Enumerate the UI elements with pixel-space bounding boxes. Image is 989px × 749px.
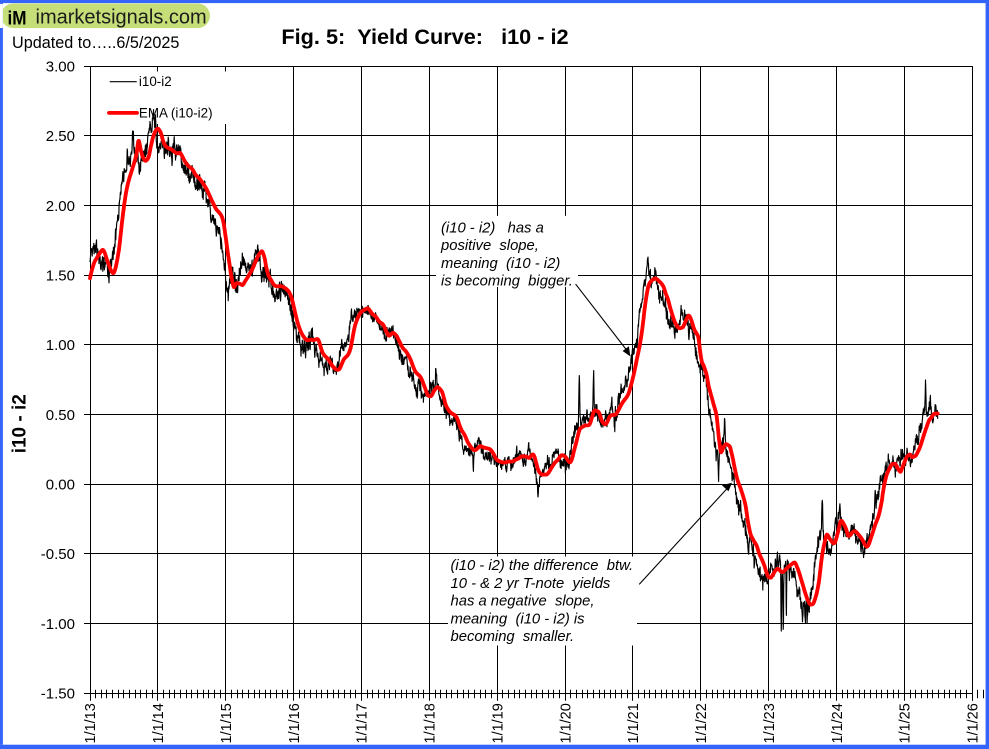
- svg-text:1/1/26: 1/1/26: [966, 703, 982, 743]
- svg-text:imarketsignals.com: imarketsignals.com: [36, 7, 207, 29]
- svg-text:1.50: 1.50: [46, 268, 75, 285]
- svg-text:1.00: 1.00: [46, 337, 75, 354]
- svg-text:-1.50: -1.50: [41, 686, 75, 703]
- svg-text:0.00: 0.00: [46, 477, 75, 494]
- svg-text:10 - & 2 yr T-note yields: 10 - & 2 yr T-note yields: [451, 576, 611, 592]
- svg-text:1/1/20: 1/1/20: [558, 703, 574, 743]
- svg-text:meaning (i10 - i2) is: meaning (i10 - i2) is: [451, 611, 586, 627]
- svg-text:1/1/24: 1/1/24: [830, 703, 846, 743]
- svg-text:-1.00: -1.00: [41, 616, 75, 633]
- svg-text:is becoming bigger.: is becoming bigger.: [441, 273, 573, 289]
- svg-text:meaning (i10 - i2): meaning (i10 - i2): [441, 256, 560, 272]
- svg-text:positive slope,: positive slope,: [440, 238, 539, 254]
- svg-text:1/1/21: 1/1/21: [626, 703, 642, 743]
- svg-text:1/1/13: 1/1/13: [83, 703, 99, 743]
- svg-text:(i10 - i2) has a: (i10 - i2) has a: [441, 221, 544, 237]
- svg-text:-0.50: -0.50: [41, 546, 75, 563]
- svg-text:1/1/14: 1/1/14: [151, 703, 167, 743]
- svg-text:(i10 - i2) the difference btw: (i10 - i2) the difference btw.: [451, 558, 634, 574]
- svg-text:2.00: 2.00: [46, 198, 75, 215]
- svg-text:2.50: 2.50: [46, 128, 75, 145]
- svg-text:1/1/15: 1/1/15: [219, 703, 235, 743]
- svg-text:1/1/19: 1/1/19: [490, 703, 506, 743]
- svg-text:iM: iM: [8, 7, 27, 29]
- svg-text:1/1/18: 1/1/18: [423, 703, 439, 743]
- svg-text:Fig. 5: Yield Curve: i10 -: Fig. 5: Yield Curve: i10 - i2: [281, 24, 568, 49]
- svg-text:i10 - i2: i10 - i2: [10, 394, 31, 453]
- svg-text:3.00: 3.00: [46, 59, 75, 76]
- svg-text:becoming smaller.: becoming smaller.: [451, 629, 575, 645]
- svg-text:EMA (i10-i2): EMA (i10-i2): [139, 105, 213, 120]
- svg-text:i10-i2: i10-i2: [139, 74, 172, 89]
- svg-text:1/1/23: 1/1/23: [762, 703, 778, 743]
- svg-text:1/1/22: 1/1/22: [694, 703, 710, 743]
- svg-text:Updated to…..6/5/2025: Updated to…..6/5/2025: [12, 34, 179, 52]
- svg-text:has a negative slope,: has a negative slope,: [451, 594, 595, 610]
- svg-text:0.50: 0.50: [46, 407, 75, 424]
- svg-text:1/1/16: 1/1/16: [287, 703, 303, 743]
- svg-text:1/1/25: 1/1/25: [898, 703, 914, 743]
- svg-text:1/1/17: 1/1/17: [355, 703, 371, 743]
